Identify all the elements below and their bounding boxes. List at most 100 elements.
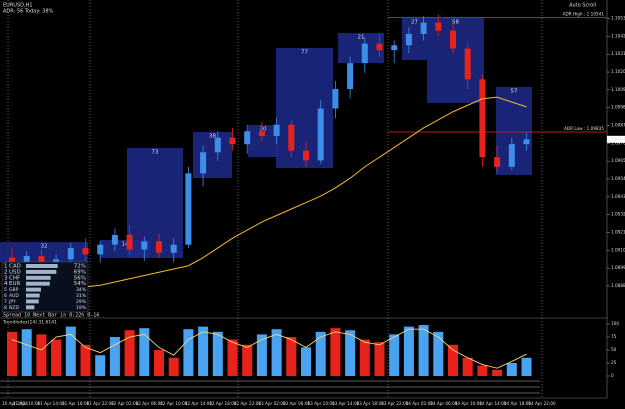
currency: AUD [9, 293, 19, 299]
rank: 3 [4, 275, 8, 281]
box-label: 14 [122, 242, 129, 248]
time-label: 11 Apr 10:00 [13, 401, 41, 406]
y-tick-label: 1.09985 [611, 105, 625, 110]
candle-body [420, 22, 427, 34]
osc-bar [389, 334, 400, 376]
moving-average [85, 96, 527, 288]
candle-body [141, 241, 148, 250]
rank: 2 [4, 269, 8, 275]
time-label: 13 Apr 06:00 [283, 401, 311, 406]
osc-bar [65, 326, 76, 376]
bid-box [607, 135, 625, 143]
candle-body [214, 137, 221, 153]
time-label: 13 Apr 14:00 [332, 401, 360, 406]
currency: CAD [9, 264, 21, 270]
osc-bar [433, 331, 444, 376]
candle-body [111, 234, 118, 245]
osc-bar [168, 357, 179, 376]
strength-value: 56% [74, 275, 86, 281]
osc-bar [345, 330, 356, 376]
strength-bar [26, 264, 58, 268]
y-tick-label: 1.10095 [611, 87, 625, 92]
time-label: 14 Apr 10:00 [455, 401, 483, 406]
candle-body [479, 79, 486, 158]
rank: 5 [4, 287, 7, 293]
time-label: 13 Apr 02:00 [258, 401, 286, 406]
pane-title: TrendIndex(14) 31.6141 [2, 320, 57, 326]
y-tick-label: 0 [611, 373, 614, 378]
time-label: 12 Apr 06:00 [136, 401, 164, 406]
time-label: 11 Apr 18:00 [62, 401, 90, 406]
strength-value: 54% [74, 281, 86, 287]
candle-body [391, 45, 398, 51]
y-tick-label: 1.09215 [611, 230, 625, 235]
level-label: ADR Low : 1.09835 [564, 126, 604, 131]
y-tick-label: 1.08995 [611, 265, 625, 270]
y-tick-label: 1.09765 [611, 140, 625, 145]
currency: GBP [9, 287, 19, 293]
spread-info: Spread 10 Next Bar in 0:22h 0-16 [3, 313, 99, 319]
osc-bar [448, 344, 458, 376]
time-label: 12 Apr 18:00 [209, 401, 237, 406]
y-tick-label: 25 [611, 360, 617, 365]
osc-bar [227, 339, 238, 376]
time-label: 13 Apr 22:00 [381, 401, 409, 406]
y-tick-label: 1.09875 [611, 123, 625, 128]
candle-body [332, 89, 339, 109]
candle-body [273, 124, 280, 137]
strength-value: 19% [76, 305, 87, 311]
candle-body [229, 137, 236, 145]
candle-body [435, 22, 442, 31]
candle-body [405, 33, 412, 46]
box-label: 57 [511, 89, 518, 95]
candle-body [126, 234, 133, 250]
currency: JPY [8, 299, 16, 305]
strength-bar [26, 287, 41, 292]
y-tick-label: 1.10535 [611, 16, 625, 21]
time-label: 14 Apr 14:00 [479, 401, 507, 406]
y-tick-label: 100 [611, 321, 619, 326]
candle-body [508, 144, 515, 167]
strength-value: 31% [76, 293, 87, 299]
osc-bar [212, 331, 223, 376]
osc-bar [477, 365, 488, 376]
candle-body [156, 241, 162, 253]
osc-bar [301, 347, 311, 376]
auto-scroll[interactable]: Auto Scroll [569, 3, 596, 9]
candle-body [38, 256, 45, 266]
rank: 1 [4, 264, 8, 270]
osc-bar [124, 330, 135, 376]
y-tick-label: 1.09655 [611, 158, 625, 163]
y-tick-label: 1.08885 [611, 283, 625, 288]
range-box [193, 132, 232, 178]
range-box [276, 48, 333, 168]
time-label: 14 Apr 18:00 [504, 401, 532, 406]
time-label: 14 Apr 02:00 [406, 401, 434, 406]
currency: EUR [9, 281, 21, 287]
osc-bar [7, 331, 17, 376]
range-box [338, 33, 384, 63]
range-box [248, 125, 278, 157]
strength-value: 29% [76, 299, 87, 305]
time-label: 12 Apr 10:00 [160, 401, 188, 406]
osc-bar [271, 329, 282, 376]
box-label: 32 [41, 244, 48, 250]
candle-body [97, 244, 104, 255]
osc-bar [183, 329, 194, 376]
time-label: 12 Apr 02:00 [111, 401, 139, 406]
osc-bar [80, 344, 91, 376]
osc-bar [506, 363, 517, 376]
osc-bar [492, 369, 503, 376]
osc-bar [462, 357, 473, 376]
time-label: 10 Apr 2023 [2, 401, 28, 406]
osc-bar [51, 339, 62, 376]
candle-body [494, 157, 501, 167]
candle-body [376, 43, 383, 51]
time-label: 11 Apr 22:00 [87, 401, 115, 406]
box-label: 73 [152, 150, 159, 156]
box-label: 77 [301, 50, 308, 56]
candle-body [361, 43, 368, 64]
adr-info: ADR: 56 Today: 38% [3, 9, 54, 15]
rank: 6 [4, 293, 7, 299]
